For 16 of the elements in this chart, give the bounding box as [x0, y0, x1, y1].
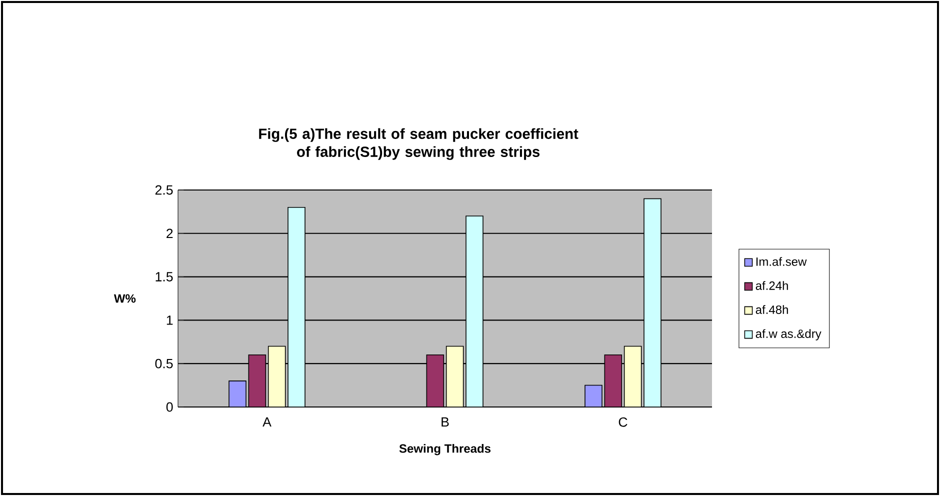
x-axis-title: Sewing Threads: [399, 444, 491, 456]
legend-label: Im.af.sew: [756, 257, 807, 266]
chart-title: Fig.(5 a)The result of seam pucker coefficient of fabric(S1)by sewing three strips: [259, 128, 578, 160]
y-tick-label: 1.5: [156, 272, 173, 282]
y-tick-label: 0.5: [155, 358, 173, 368]
y-tick-label: 1: [166, 316, 173, 325]
y-tick-label: 2.5: [155, 185, 173, 195]
y-tick-label: 0: [166, 402, 173, 412]
x-tick-label: A: [262, 417, 272, 427]
x-tick-label: B: [442, 417, 449, 427]
y-tick-label: 2: [166, 228, 173, 238]
x-tick-label: C: [618, 417, 628, 427]
legend-label: af.w as.&dry: [756, 329, 822, 340]
legend-label: af.48h: [756, 305, 788, 314]
y-axis-title: W%: [114, 294, 136, 303]
legend-label: af.24h: [756, 281, 788, 290]
